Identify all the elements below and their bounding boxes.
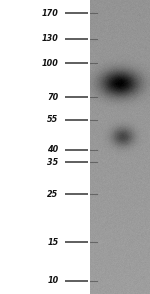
Text: 55: 55 bbox=[47, 115, 58, 124]
Text: 170: 170 bbox=[42, 9, 58, 18]
Text: 70: 70 bbox=[47, 93, 58, 101]
Text: 100: 100 bbox=[42, 59, 58, 68]
Text: 10: 10 bbox=[47, 276, 58, 285]
Text: 35: 35 bbox=[47, 158, 58, 167]
Text: 25: 25 bbox=[47, 190, 58, 199]
Text: 15: 15 bbox=[47, 238, 58, 247]
Text: 130: 130 bbox=[42, 34, 58, 43]
Text: 40: 40 bbox=[47, 145, 58, 154]
